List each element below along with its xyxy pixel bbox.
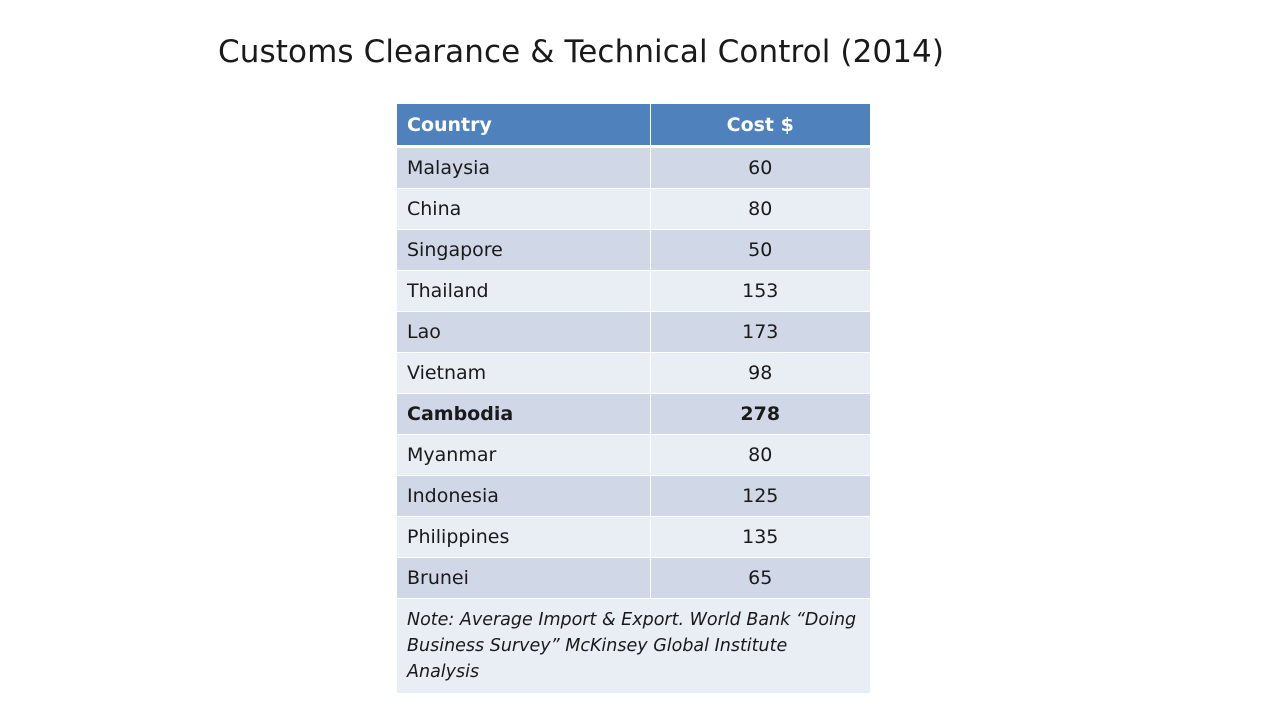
cost-cell: 173: [649, 311, 870, 353]
cost-table-container: Country Cost $ Malaysia 60 China 80 Sing…: [397, 104, 870, 694]
country-cell: Brunei: [397, 557, 650, 599]
country-cell: Cambodia: [397, 393, 650, 435]
country-cell: Malaysia: [397, 146, 650, 189]
table-row: Vietnam 98: [397, 352, 870, 394]
table-row: China 80: [397, 188, 870, 230]
cost-cell: 135: [649, 516, 870, 558]
cost-cell: 50: [649, 229, 870, 271]
country-cell: Myanmar: [397, 434, 650, 476]
country-cell: Thailand: [397, 270, 650, 312]
table-header-row: Country Cost $: [397, 104, 870, 148]
table-row: Brunei 65: [397, 557, 870, 599]
country-cell: China: [397, 188, 650, 230]
table-row: Indonesia 125: [397, 475, 870, 517]
table-body: Malaysia 60 China 80 Singapore 50 Thaila…: [397, 146, 870, 694]
slide-title: Customs Clearance & Technical Control (2…: [218, 34, 945, 70]
cost-table: Country Cost $ Malaysia 60 China 80 Sing…: [397, 104, 870, 694]
table-row: Lao 173: [397, 311, 870, 353]
table-row: Singapore 50: [397, 229, 870, 271]
cost-cell: 80: [649, 188, 870, 230]
table-note-row: Note: Average Import & Export. World Ban…: [397, 598, 870, 694]
table-row: Malaysia 60: [397, 146, 870, 189]
header-country: Country: [397, 104, 650, 148]
table-row: Myanmar 80: [397, 434, 870, 476]
cost-cell: 80: [649, 434, 870, 476]
header-cost: Cost $: [649, 104, 870, 148]
cost-cell: 125: [649, 475, 870, 517]
cost-cell: 153: [649, 270, 870, 312]
cost-cell: 60: [649, 146, 870, 189]
table-row-highlighted: Cambodia 278: [397, 393, 870, 435]
table-note: Note: Average Import & Export. World Ban…: [397, 598, 870, 694]
cost-cell: 278: [649, 393, 870, 435]
country-cell: Philippines: [397, 516, 650, 558]
country-cell: Lao: [397, 311, 650, 353]
cost-cell: 65: [649, 557, 870, 599]
country-cell: Indonesia: [397, 475, 650, 517]
table-row: Philippines 135: [397, 516, 870, 558]
country-cell: Vietnam: [397, 352, 650, 394]
table-row: Thailand 153: [397, 270, 870, 312]
cost-cell: 98: [649, 352, 870, 394]
country-cell: Singapore: [397, 229, 650, 271]
